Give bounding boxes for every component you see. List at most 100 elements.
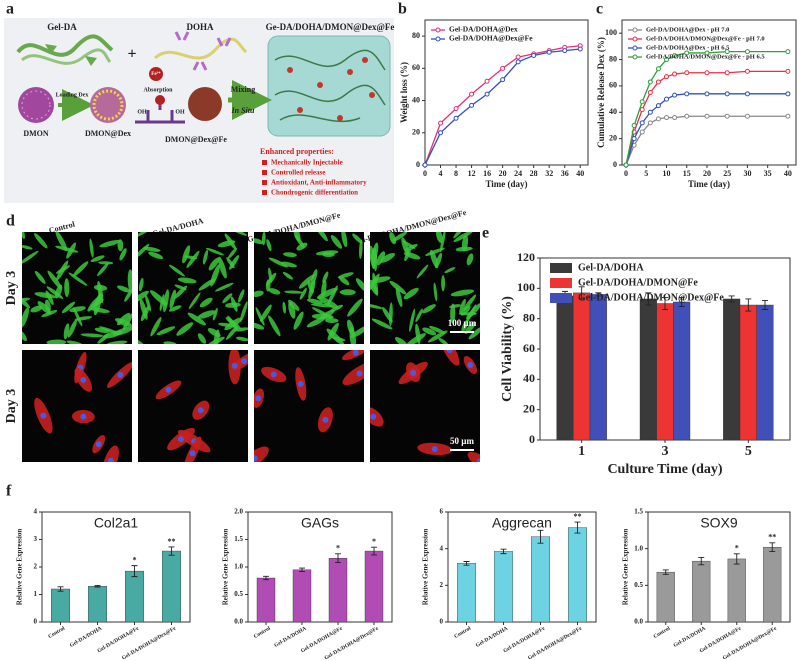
nucleus: [322, 416, 329, 423]
y-tick-label: 6: [440, 508, 444, 516]
point: [672, 71, 678, 77]
plot-frame: [424, 19, 589, 166]
cell: [169, 289, 177, 309]
point: [655, 116, 661, 122]
network: [274, 49, 386, 123]
plus: +: [127, 46, 136, 63]
y-tick-label: 20: [609, 133, 617, 142]
dmon-dex-fe: [188, 87, 222, 121]
legend-marker: [632, 27, 638, 33]
x-tick-label: 30: [743, 169, 751, 178]
bar: [328, 558, 348, 623]
nucleus: [241, 358, 248, 365]
point: [500, 65, 506, 71]
bar: [162, 550, 181, 623]
bar: [639, 298, 657, 441]
cell: [425, 247, 445, 256]
point: [785, 91, 791, 97]
cell: [222, 293, 233, 304]
cell: [453, 232, 465, 239]
bar: [364, 550, 384, 623]
cell: [187, 312, 206, 326]
label: Loading Dex: [56, 92, 89, 98]
point: [724, 91, 730, 97]
significance: *: [735, 544, 739, 553]
cell: [371, 247, 377, 269]
cell: [231, 232, 248, 236]
micrograph: [22, 232, 132, 344]
cell: [299, 287, 307, 300]
cell: [182, 245, 191, 264]
cell: [260, 304, 272, 322]
y-tick-label: 100: [605, 28, 617, 37]
significance: **: [574, 512, 582, 521]
cell: [405, 333, 426, 344]
x-tick-label: 25: [723, 169, 731, 178]
cell: [148, 251, 164, 260]
point: [664, 57, 670, 63]
cell: [226, 325, 239, 340]
cell: [177, 277, 197, 284]
cell: [416, 264, 429, 279]
error-bar: [574, 521, 581, 534]
plot-frame: [621, 19, 797, 166]
iron: [149, 67, 163, 81]
error-bar: [595, 292, 602, 297]
cell: [461, 320, 468, 333]
y-tick-label: 20: [523, 401, 535, 415]
property: Antioxidant, Anti-inflammatory: [271, 179, 367, 187]
bar: [723, 298, 741, 441]
cell: [218, 322, 233, 327]
point: [647, 90, 653, 95]
x-axis-label: Culture Time (day): [607, 462, 722, 477]
cell: [145, 294, 152, 312]
chart-title: SOX9: [700, 515, 738, 531]
scale-label: 50 µm: [450, 436, 474, 446]
point: [744, 91, 750, 97]
cell: [379, 252, 396, 263]
cell: [282, 271, 293, 280]
cell: [215, 282, 234, 292]
y-tick-label: 1: [34, 590, 38, 598]
significance: *: [372, 537, 376, 546]
y-tick-label: 4: [440, 544, 444, 552]
cell: [140, 305, 150, 322]
x-tick-label: 5: [644, 169, 648, 178]
point: [744, 68, 750, 74]
cell: [415, 308, 423, 323]
legend-label: Gel-DA/DOHA/DMON@Dex@Fe - pH 7.0: [646, 35, 765, 42]
label: Absorption: [143, 87, 173, 93]
row-label: Day 3: [4, 389, 19, 424]
point: [531, 52, 537, 58]
cell: [403, 287, 419, 300]
x-tick-label: 12: [468, 169, 476, 178]
cell: [370, 303, 383, 309]
bar: [256, 577, 276, 623]
cell: [468, 326, 480, 340]
cell: [322, 271, 329, 284]
cell: [293, 232, 301, 242]
cell: [401, 237, 409, 255]
point: [724, 70, 730, 76]
point: [639, 99, 645, 105]
panel-label: b: [398, 1, 407, 18]
y-axis-label: Cell Viability (%): [500, 296, 515, 402]
cell: [208, 257, 220, 271]
bar: [531, 536, 550, 623]
legend-swatch: [550, 293, 572, 303]
x-tick-label: 36: [561, 169, 569, 178]
cell: [64, 278, 70, 298]
legend-marker: [632, 45, 638, 51]
micrograph: [138, 232, 248, 344]
cell: [173, 285, 188, 299]
legend-label: Gel-DA/DOHA/DMON@Dex@Fe: [578, 292, 724, 303]
y-tick-label: 0.5: [634, 581, 643, 589]
x-tick-label: Gel-DA/DOHA: [475, 626, 509, 649]
nucleus: [352, 350, 359, 356]
cell: [466, 253, 474, 266]
x-tick-label: 5: [745, 444, 752, 459]
cell: [283, 252, 297, 257]
cell: [138, 337, 148, 344]
y-tick-label: 100: [517, 280, 535, 294]
